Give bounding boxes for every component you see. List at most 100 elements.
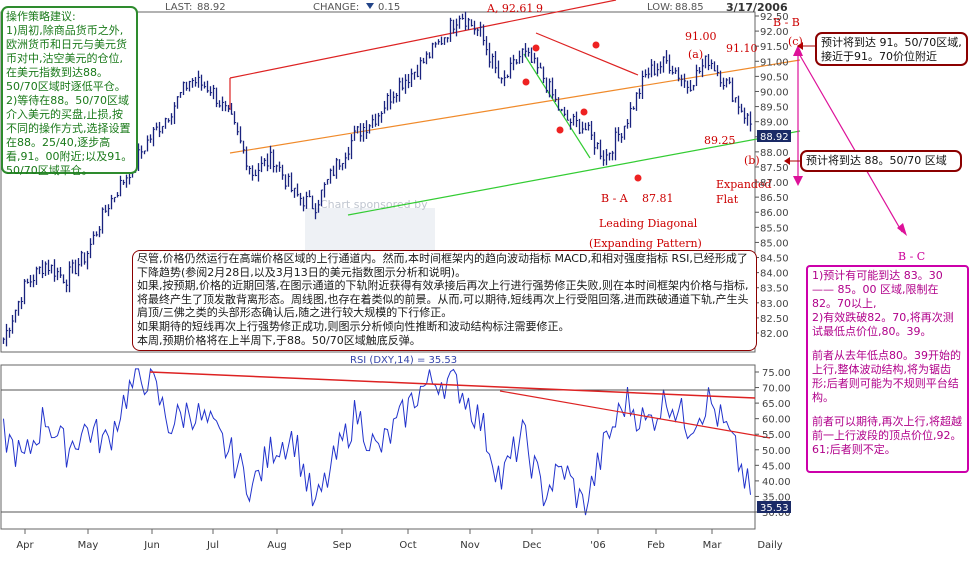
price-bar [296, 183, 300, 197]
chart-date: 3/17/2006 [726, 1, 788, 14]
price-bar [572, 113, 576, 126]
price-bar [362, 123, 366, 142]
rsi-tick-label: 45.00 [762, 461, 791, 472]
price-bar [119, 175, 123, 197]
price-bar [176, 96, 180, 109]
price-bar [299, 192, 303, 206]
price-tick-label: 89.50 [760, 103, 789, 114]
price-axis: 82.00 82.50 83.00 83.50 84.00 84.50 85.00 85.50… [755, 12, 789, 340]
price-bar [590, 120, 594, 140]
price-bar [2, 337, 6, 344]
price-bar [698, 67, 702, 74]
price-bar [344, 152, 348, 169]
price-bar [569, 118, 573, 130]
month-label: Daily [757, 540, 782, 551]
rsi-tick-label: 60.00 [762, 415, 791, 426]
price-bar [410, 68, 414, 88]
price-bar [422, 57, 426, 64]
price-bar [515, 59, 519, 65]
price-bar [575, 111, 579, 128]
price-bar [122, 179, 126, 185]
price-bar [470, 19, 474, 27]
price-bar [287, 173, 291, 187]
price-bar [242, 140, 246, 154]
price-bar [116, 192, 120, 198]
price-bar [317, 199, 321, 213]
price-bar [656, 63, 660, 77]
wave-b-label: (b) [744, 154, 760, 167]
month-label: Sep [333, 540, 352, 551]
price-bar [653, 60, 657, 76]
price-bar [461, 13, 465, 20]
price-bar [290, 172, 294, 193]
price-bar [644, 69, 648, 78]
price-bar [227, 104, 231, 113]
month-label: Jul [206, 540, 219, 551]
price-bar [491, 53, 495, 69]
wave-marker [634, 174, 642, 182]
price-bar [707, 54, 711, 71]
month-axis: Apr May Jun Jul Aug Sep Oct Nov Dec '06 Feb Mar Dail… [16, 529, 783, 551]
arrow-down-icon [897, 223, 907, 236]
month-label: Aug [267, 540, 287, 551]
change-label: CHANGE: [313, 2, 359, 13]
target-note-mid: 预计将到达 88。50/70 区域 [800, 150, 962, 172]
price-bar [728, 77, 732, 85]
target-note-mid-text: 预计将到达 88。50/70 区域 [806, 154, 947, 167]
rsi-tick-label: 50.00 [762, 446, 791, 457]
price-bar [5, 323, 9, 347]
arrow-down-icon [793, 176, 803, 186]
price-bar [629, 102, 633, 128]
price-bar [29, 274, 33, 288]
price-bar [659, 61, 663, 74]
price-bar [416, 64, 420, 78]
price-bar [662, 56, 666, 73]
price-bar [155, 122, 159, 131]
price-bar [320, 189, 324, 207]
price-bar [413, 71, 417, 80]
last-value: 88.92 [197, 2, 226, 13]
down-arrow-icon [366, 3, 374, 9]
price-bar [641, 70, 645, 100]
change-value: 0.15 [378, 2, 400, 13]
price-bar [254, 169, 258, 177]
price-bar [245, 146, 249, 171]
price-bar [392, 91, 396, 104]
price-bar [152, 127, 156, 147]
price-tick-label: 90.00 [760, 87, 789, 98]
price-bar [722, 77, 726, 90]
month-label: Mar [703, 540, 723, 551]
price-bar [74, 259, 78, 275]
commentary-box: 尽管,价格仍然运行在高端价格区域的上行通道内。然而,本时间框架内的趋向波动指标 … [132, 250, 757, 351]
price-bar [449, 17, 453, 42]
price-bar [419, 57, 423, 80]
price-bar [143, 150, 147, 155]
strategy-title: 操作策略建议: [6, 10, 76, 23]
price-bar [326, 178, 330, 185]
price-bar [368, 124, 372, 134]
channel-lower-line [347, 130, 801, 216]
price-bar [95, 231, 99, 237]
price-bar [497, 60, 501, 79]
price-bar [596, 142, 600, 150]
price-bar [731, 77, 735, 103]
price-bar [605, 148, 609, 166]
price-bar [26, 278, 30, 284]
month-label: Jun [143, 540, 160, 551]
price-bar [638, 88, 642, 99]
price-bar [665, 50, 669, 64]
price-bar [527, 47, 531, 57]
commentary-paragraph: 本周,预期价格将在上半周下,于88。50/70区域触底反弹。 [137, 333, 421, 347]
price-bar [560, 108, 564, 112]
price-bar [236, 122, 240, 136]
expanding-pattern-label: (Expanding Pattern) [589, 237, 702, 250]
price-tick-label: 85.50 [760, 223, 789, 234]
scenario-item: 前者可以期待,再次上行,将超越前一上行波段的顶点价位,92。61;后者则不定。 [812, 415, 962, 456]
price-bar [356, 125, 360, 134]
price-bar [371, 114, 375, 129]
rsi-tick-label: 70.00 [762, 384, 791, 395]
price-bar [734, 97, 738, 103]
price-bar [719, 70, 723, 87]
price-tick-label: 86.50 [760, 193, 789, 204]
price-bar [518, 50, 522, 64]
